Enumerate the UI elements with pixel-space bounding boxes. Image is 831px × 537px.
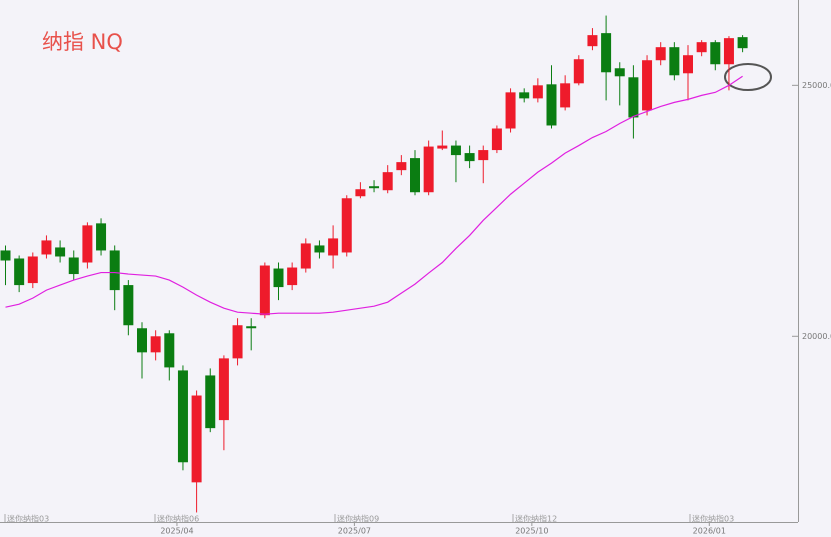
candle-body xyxy=(614,68,625,77)
candle-body xyxy=(478,150,489,161)
candle-body xyxy=(355,189,366,197)
candle-body xyxy=(205,375,216,429)
candle-body xyxy=(96,223,107,251)
candle-body xyxy=(723,38,734,65)
candle-body xyxy=(137,328,147,353)
candle-body xyxy=(642,60,653,111)
y-tick-label: 20000.0 xyxy=(802,332,831,341)
candle-body xyxy=(314,245,325,253)
candle-body xyxy=(423,146,434,193)
candle-body xyxy=(410,158,420,193)
candle-body xyxy=(82,225,93,263)
candle-body xyxy=(177,370,188,463)
candle-body xyxy=(41,240,52,255)
candle-body xyxy=(464,153,475,162)
chart-title: 纳指 NQ xyxy=(42,30,123,54)
candle-body xyxy=(437,145,448,149)
candle-body xyxy=(55,247,66,257)
candle-body xyxy=(109,250,120,291)
candle-body xyxy=(164,333,175,368)
x-tick-label: 2025/10 xyxy=(515,527,548,536)
candle-body xyxy=(519,92,530,99)
candle-body xyxy=(532,85,543,99)
candle-body xyxy=(328,238,339,256)
candle-body xyxy=(628,77,639,118)
candle-body xyxy=(669,47,680,76)
candle-body xyxy=(259,265,270,316)
candle-body xyxy=(341,198,352,253)
candle-body xyxy=(150,336,161,353)
candle-body xyxy=(505,92,516,129)
moving-average-line xyxy=(5,75,743,315)
candle-body xyxy=(491,128,502,151)
candle-body xyxy=(232,325,243,359)
contract-label: 迷你纳指12 xyxy=(515,514,557,524)
candle-body xyxy=(710,42,721,65)
candle-body xyxy=(273,268,284,288)
candle-body xyxy=(300,243,311,269)
contract-label: 迷你纳指06 xyxy=(157,514,199,524)
y-tick-label: 25000.0 xyxy=(802,81,831,90)
candle-body xyxy=(191,395,202,483)
candle-body xyxy=(218,358,229,421)
x-tick-label: 2025/07 xyxy=(338,527,371,536)
x-tick-label: 2025/04 xyxy=(160,527,193,536)
candle-body xyxy=(683,55,693,74)
candle-body xyxy=(68,257,79,275)
candle-body xyxy=(560,83,571,108)
candle-body xyxy=(369,186,380,189)
contract-label: 迷你纳指03 xyxy=(7,514,49,524)
candle-body xyxy=(546,84,557,126)
candle-body xyxy=(14,258,25,286)
candle-body xyxy=(601,33,612,73)
candle-body xyxy=(27,256,38,284)
highlight-ellipse xyxy=(724,63,772,91)
candle-body xyxy=(587,35,598,47)
contract-label: 迷你纳指09 xyxy=(337,514,379,524)
x-tick-label: 2026/01 xyxy=(693,527,726,536)
candle-body xyxy=(655,47,666,61)
candle-body xyxy=(573,59,584,84)
candle-body xyxy=(0,250,11,261)
candle-body xyxy=(396,162,407,171)
contract-label: 迷你纳指03 xyxy=(692,514,734,524)
candle-body xyxy=(123,285,134,326)
candle-body xyxy=(246,326,257,329)
candle-body xyxy=(287,267,298,286)
candle-body xyxy=(382,172,393,191)
candle-body xyxy=(450,145,461,156)
candle-body xyxy=(696,42,707,53)
candle-body xyxy=(737,37,748,49)
